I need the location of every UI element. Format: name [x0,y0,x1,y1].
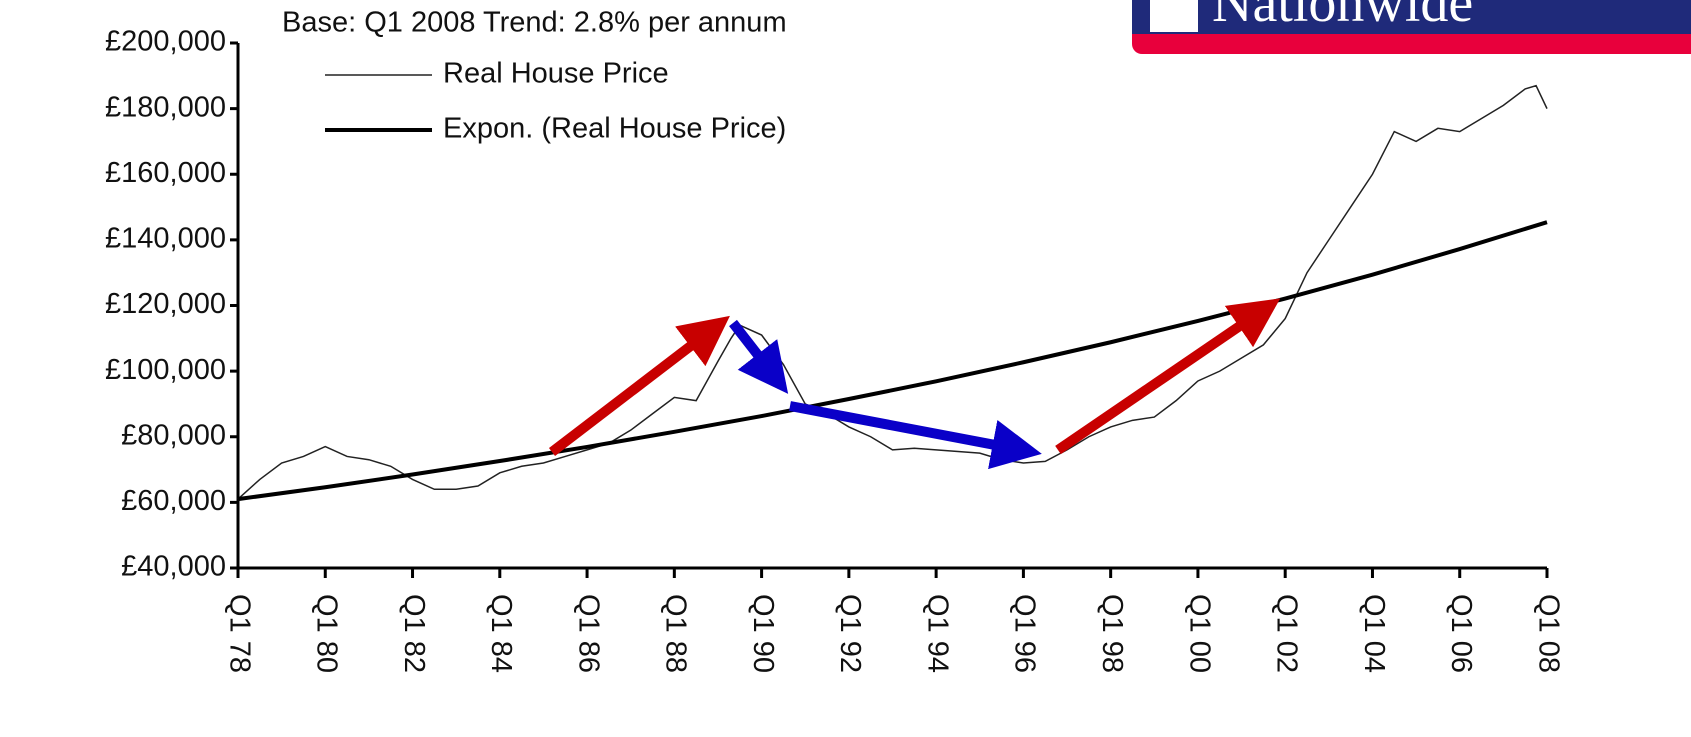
x-tick-label: Q1 06 [1445,594,1477,673]
y-tick-label: £80,000 [121,419,226,451]
y-tick-label: £140,000 [105,223,226,255]
legend-label: Expon. (Real House Price) [443,113,786,145]
arrows [548,298,1281,470]
x-tick-label: Q1 98 [1096,594,1128,673]
x-tick-label: Q1 04 [1358,594,1390,673]
subtitle: Base: Q1 2008 Trend: 2.8% per annum [282,7,787,39]
legend-label: Real House Price [443,58,669,90]
x-tick-label: Q1 86 [572,594,604,673]
series-line [237,220,1548,502]
x-tick-label: Q1 02 [1271,594,1303,673]
x-tick-label: Q1 78 [223,594,255,673]
x-tick-label: Q1 82 [398,594,430,673]
y-tick-label: £120,000 [105,288,226,320]
x-tick-label: Q1 94 [921,594,953,673]
x-tick-label: Q1 08 [1532,594,1564,673]
y-tick-label: £180,000 [105,91,226,123]
logo-text: Nationwide [1212,0,1473,34]
y-tick-label: £40,000 [121,551,226,583]
logo: Nationwide [1132,0,1691,54]
x-tick-label: Q1 96 [1009,594,1041,673]
x-tick-label: Q1 90 [747,594,779,673]
x-tick-label: Q1 00 [1183,594,1215,673]
x-tick-label: Q1 88 [660,594,692,673]
x-tick-label: Q1 80 [311,594,343,673]
y-tick-label: £200,000 [105,26,226,58]
y-tick-label: £100,000 [105,354,226,386]
x-tick-label: Q1 84 [485,594,517,673]
x-tick-label: Q1 92 [834,594,866,673]
y-tick-label: £60,000 [121,485,226,517]
y-tick-label: £160,000 [105,157,226,189]
series-line [237,84,1548,500]
